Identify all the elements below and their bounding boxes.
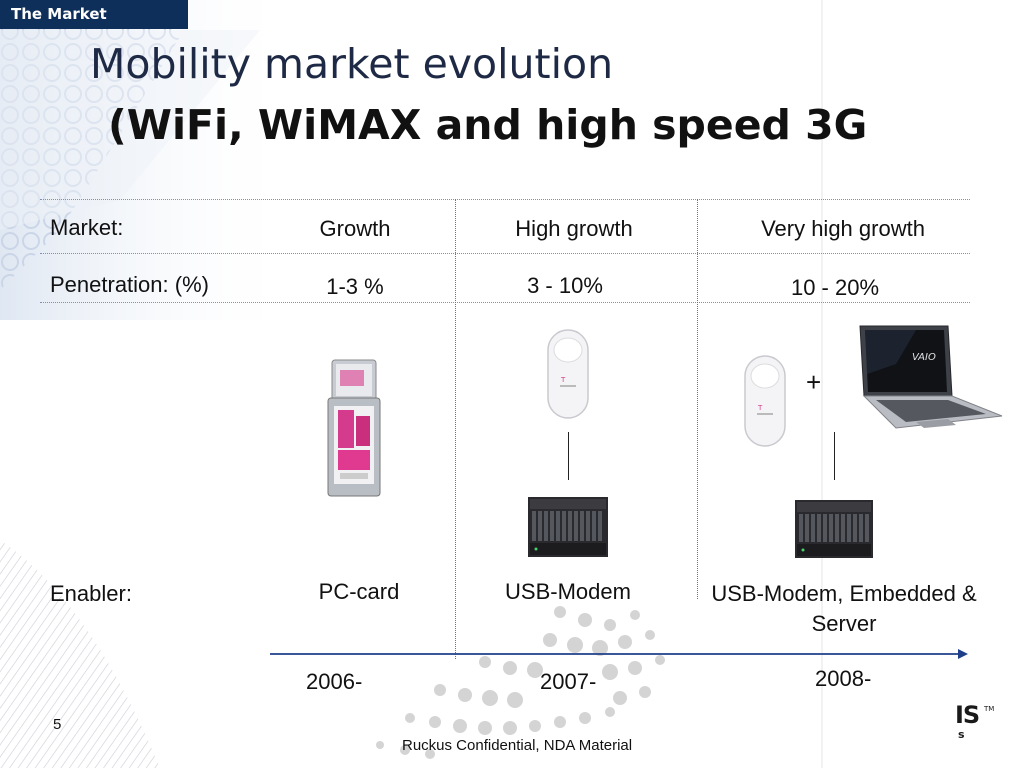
pc-card-image <box>327 359 381 497</box>
blade-server-image-right <box>795 500 873 558</box>
market-value-growth: Growth <box>319 216 391 241</box>
market-label: Market: <box>50 215 124 240</box>
enabler-value-usb-modem: USB-Modem <box>505 579 631 604</box>
market-value-very-high-growth: Very high growth <box>761 216 925 241</box>
market-value-high-growth: High growth <box>515 216 633 241</box>
penetration-value-3: 10 - 20% <box>790 275 880 300</box>
blade-server-image <box>528 497 608 557</box>
penetration-value-2: 3 - 10% <box>527 273 603 298</box>
modem-server-connector-2 <box>834 432 835 480</box>
svg-text:VAIO: VAIO <box>912 352 936 363</box>
row-divider-bottom <box>40 302 970 303</box>
page-number: 5 <box>53 716 62 733</box>
footer-confidential: Ruckus Confidential, NDA Material <box>402 737 633 754</box>
year-2006: 2006- <box>306 669 363 694</box>
laptop-image: VAIO <box>859 325 1003 429</box>
logo-sub-text: s <box>958 728 965 741</box>
year-2008: 2008- <box>815 666 872 691</box>
year-2007: 2007- <box>540 669 597 694</box>
slide-subtitle: (WiFi, WiMAX and high speed 3G <box>108 101 868 149</box>
enabler-value-pc-card: PC-card <box>318 579 400 604</box>
usb-modem-image-right: T <box>733 352 797 450</box>
enabler-label: Enabler: <box>50 581 132 606</box>
slide-title: Mobility market evolution <box>90 40 614 88</box>
enabler-value-usb-modem-embedded-server: USB-Modem, Embedded & Server <box>711 581 977 636</box>
usb-modem-image: T <box>516 328 620 422</box>
section-tab: The Market <box>0 0 188 29</box>
modem-server-connector-1 <box>568 432 569 480</box>
column-divider-2 <box>697 199 698 599</box>
logo-main-text: IS <box>955 701 980 729</box>
company-logo: IS TM s <box>955 701 995 746</box>
logo-trademark: TM <box>984 705 995 713</box>
svg-text:T: T <box>757 404 763 412</box>
row-divider-middle <box>40 253 970 254</box>
svg-text:T: T <box>560 376 566 384</box>
column-divider-1 <box>455 199 456 659</box>
penetration-label: Penetration: (%) <box>50 272 209 297</box>
row-divider-top <box>40 199 970 200</box>
timeline-arrow <box>270 649 968 659</box>
plus-sign: + <box>806 367 822 397</box>
penetration-value-1: 1-3 % <box>326 274 384 299</box>
